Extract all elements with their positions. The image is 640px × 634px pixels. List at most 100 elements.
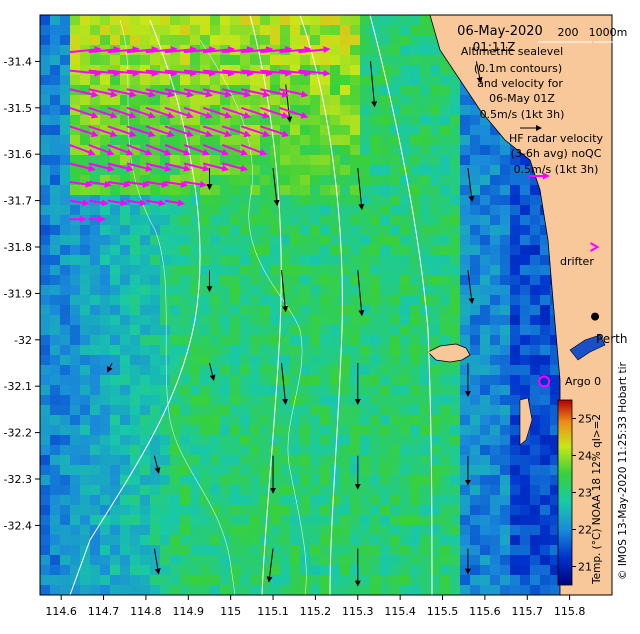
- sst-cell: [270, 355, 280, 365]
- sst-cell: [260, 465, 270, 475]
- sst-cell: [70, 35, 80, 45]
- sst-cell: [460, 445, 470, 455]
- sst-cell: [390, 335, 400, 345]
- sst-cell: [50, 435, 60, 445]
- sst-cell: [170, 225, 180, 235]
- sst-cell: [440, 585, 450, 595]
- sst-cell: [40, 75, 50, 85]
- sst-cell: [390, 585, 400, 595]
- sst-cell: [300, 415, 310, 425]
- sst-cell: [470, 195, 480, 205]
- sst-cell: [160, 15, 170, 25]
- sst-cell: [370, 75, 380, 85]
- sst-cell: [150, 255, 160, 265]
- sst-cell: [430, 295, 440, 305]
- sst-cell: [210, 85, 220, 95]
- sst-cell: [100, 65, 110, 75]
- sst-cell: [110, 205, 120, 215]
- sst-cell: [410, 475, 420, 485]
- sst-cell: [320, 325, 330, 335]
- sst-cell: [380, 225, 390, 235]
- sst-cell: [150, 395, 160, 405]
- sst-cell: [380, 205, 390, 215]
- colorbar-tick-label: 25: [578, 413, 592, 426]
- radar-arrow: [145, 180, 169, 188]
- sst-cell: [490, 125, 500, 135]
- sst-cell: [320, 475, 330, 485]
- sst-cell: [180, 275, 190, 285]
- sst-cell: [380, 255, 390, 265]
- sst-cell: [60, 135, 70, 145]
- sst-cell: [440, 405, 450, 415]
- sst-cell: [270, 105, 280, 115]
- sst-cell: [420, 285, 430, 295]
- sst-cell: [480, 265, 490, 275]
- sst-cell: [90, 465, 100, 475]
- sst-cell: [470, 305, 480, 315]
- sst-cell: [510, 255, 520, 265]
- sst-cell: [210, 135, 220, 145]
- sst-cell: [150, 445, 160, 455]
- sst-cell: [500, 485, 510, 495]
- sst-cell: [190, 305, 200, 315]
- sst-cell: [220, 555, 230, 565]
- sst-cell: [300, 285, 310, 295]
- sst-cell: [350, 315, 360, 325]
- sst-cell: [460, 385, 470, 395]
- x-tick-label: 115.4: [384, 605, 416, 618]
- sst-cell: [320, 425, 330, 435]
- sst-cell: [50, 565, 60, 575]
- sst-cell: [180, 95, 190, 105]
- sst-cell: [420, 245, 430, 255]
- sst-cell: [400, 365, 410, 375]
- sst-cell: [250, 545, 260, 555]
- sst-cell: [50, 505, 60, 515]
- sst-cell: [320, 345, 330, 355]
- sst-cell: [240, 25, 250, 35]
- sst-cell: [340, 405, 350, 415]
- sst-cell: [170, 365, 180, 375]
- sst-cell: [220, 565, 230, 575]
- sst-cell: [490, 145, 500, 155]
- sst-cell: [280, 55, 290, 65]
- radar-arrow: [164, 88, 194, 98]
- sst-cell: [70, 345, 80, 355]
- sst-cell: [530, 225, 540, 235]
- sst-cell: [490, 305, 500, 315]
- sst-cell: [320, 335, 330, 345]
- sst-cell: [260, 375, 270, 385]
- sst-cell: [450, 425, 460, 435]
- sst-cell: [400, 85, 410, 95]
- sst-cell: [520, 215, 530, 225]
- sst-cell: [300, 145, 310, 155]
- sst-cell: [40, 495, 50, 505]
- sst-cell: [170, 185, 180, 195]
- sst-cell: [90, 35, 100, 45]
- sst-cell: [50, 125, 60, 135]
- radar-arrow: [260, 125, 290, 138]
- sst-cell: [230, 255, 240, 265]
- sst-cell: [80, 455, 90, 465]
- sst-cell: [550, 465, 560, 475]
- sst-cell: [170, 115, 180, 125]
- sst-cell: [420, 145, 430, 155]
- sst-cell: [540, 575, 550, 585]
- sst-cell: [90, 305, 100, 315]
- sst-cell: [310, 15, 320, 25]
- sst-cell: [290, 405, 300, 415]
- sst-cell: [410, 295, 420, 305]
- sst-cell: [380, 585, 390, 595]
- sst-cell: [80, 15, 90, 25]
- sst-cell: [190, 485, 200, 495]
- sst-cell: [450, 485, 460, 495]
- sst-cell: [410, 285, 420, 295]
- sst-cell: [530, 195, 540, 205]
- sst-cell: [400, 305, 410, 315]
- sst-cell: [310, 225, 320, 235]
- sst-cell: [360, 115, 370, 125]
- sst-cell: [240, 545, 250, 555]
- sst-cell: [120, 545, 130, 555]
- sst-cell: [340, 185, 350, 195]
- sst-cell: [160, 255, 170, 265]
- sst-cell: [260, 275, 270, 285]
